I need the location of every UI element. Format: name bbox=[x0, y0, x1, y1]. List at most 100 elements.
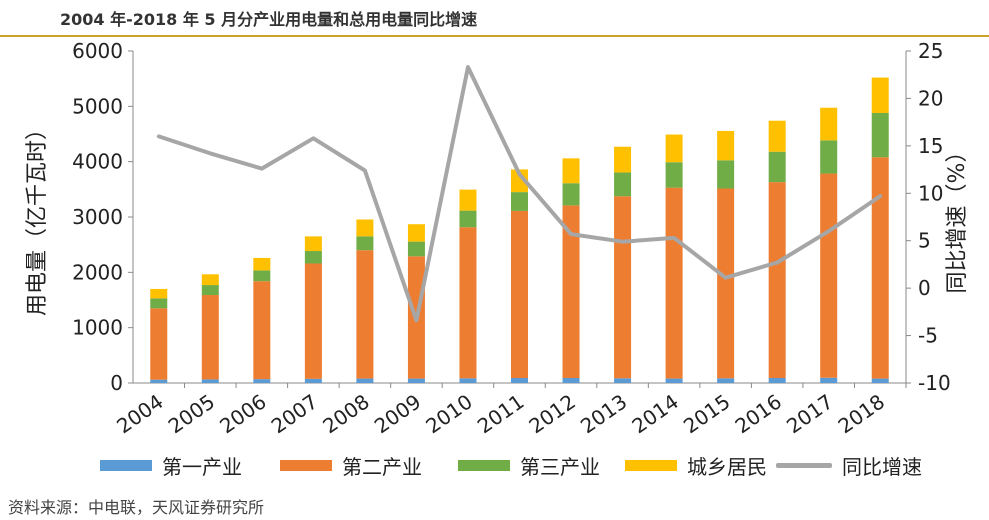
growth-point bbox=[827, 229, 831, 233]
x-tick-label: 2010 bbox=[421, 389, 476, 438]
growth-point bbox=[260, 167, 264, 171]
y-tick-label: 0 bbox=[110, 371, 123, 395]
growth-point bbox=[311, 136, 315, 140]
growth-point bbox=[878, 194, 882, 198]
legend-label-primary: 第一产业 bbox=[162, 454, 242, 479]
bar-residential bbox=[253, 257, 271, 271]
bar-residential bbox=[614, 146, 632, 173]
x-tick-label: 2008 bbox=[318, 389, 373, 438]
legend-label-secondary: 第二产业 bbox=[342, 454, 422, 479]
x-tick-label: 2011 bbox=[473, 389, 528, 438]
bar-primary bbox=[304, 378, 322, 383]
bar-residential bbox=[871, 77, 889, 113]
bar-primary bbox=[665, 378, 683, 383]
bar-primary bbox=[717, 378, 735, 383]
legend-swatch-residential bbox=[625, 459, 677, 471]
bar-secondary bbox=[304, 263, 322, 379]
bar-tertiary bbox=[407, 241, 425, 257]
bar-tertiary bbox=[717, 160, 735, 189]
legend-label-tertiary: 第三产业 bbox=[520, 454, 600, 479]
bar-primary bbox=[768, 378, 786, 383]
y-tick-label: 5000 bbox=[72, 94, 123, 118]
bar-tertiary bbox=[511, 192, 528, 211]
bar-residential bbox=[459, 189, 477, 211]
growth-point bbox=[414, 318, 418, 322]
legend-label-residential: 城乡居民 bbox=[687, 454, 767, 479]
x-tick-label: 2018 bbox=[834, 389, 889, 438]
y2-tick-label: 5 bbox=[918, 229, 931, 253]
bar-secondary bbox=[871, 157, 889, 379]
growth-point bbox=[208, 151, 212, 155]
bar-primary bbox=[150, 379, 168, 383]
chart-title: 2004 年-2018 年 5 月分产业用电量和总用电量同比增速 bbox=[60, 10, 478, 29]
bar-residential bbox=[150, 288, 168, 299]
y-tick-label: 6000 bbox=[72, 39, 123, 63]
bar-primary bbox=[871, 378, 889, 383]
y2-tick-label: 10 bbox=[918, 181, 943, 205]
x-tick-label: 2014 bbox=[628, 389, 683, 438]
bar-tertiary bbox=[562, 183, 580, 206]
bar-residential bbox=[201, 274, 219, 286]
bar-primary bbox=[459, 378, 477, 383]
legend-line-growth bbox=[776, 462, 832, 468]
bar-tertiary bbox=[768, 151, 786, 183]
y2-tick-label: 25 bbox=[918, 39, 943, 63]
bar-residential bbox=[820, 107, 838, 141]
bar-residential bbox=[304, 236, 322, 252]
bar-tertiary bbox=[201, 285, 219, 296]
bar-residential bbox=[665, 134, 683, 163]
legend-item-primary: 第一产业 bbox=[100, 450, 242, 480]
bar-tertiary bbox=[871, 112, 889, 158]
x-tick-label: 2017 bbox=[782, 389, 837, 438]
legend-item-growth: 同比增速 bbox=[776, 450, 922, 480]
bar-tertiary bbox=[614, 172, 632, 197]
bar-primary bbox=[820, 377, 838, 383]
bar-primary bbox=[614, 378, 632, 383]
x-tick-label: 2015 bbox=[679, 389, 734, 438]
x-tick-label: 2016 bbox=[731, 389, 786, 438]
bar-secondary bbox=[820, 173, 838, 378]
bar-secondary bbox=[253, 281, 271, 380]
growth-point bbox=[518, 172, 521, 176]
bar-residential bbox=[717, 130, 735, 161]
bar-tertiary bbox=[356, 236, 374, 251]
growth-point bbox=[363, 169, 367, 173]
bar-primary bbox=[201, 379, 219, 383]
growth-point bbox=[672, 236, 676, 240]
bar-primary bbox=[253, 379, 271, 383]
bar-primary bbox=[562, 378, 580, 383]
bar-residential bbox=[407, 224, 425, 242]
bar-secondary bbox=[150, 308, 168, 380]
bar-secondary bbox=[614, 196, 632, 379]
legend: 第一产业 第二产业 第三产业 城乡居民 同比增速 bbox=[0, 450, 989, 480]
chart: 0 1000 2000 3000 4000 5000 6000 -10 -5 0 5 10 15 20 25… bbox=[25, 39, 970, 438]
bar-secondary bbox=[356, 250, 374, 379]
y-tick-label: 1000 bbox=[72, 316, 123, 340]
bar-residential bbox=[356, 219, 374, 237]
y-tick-label: 3000 bbox=[72, 205, 123, 229]
bar-secondary bbox=[562, 205, 580, 379]
y-tick-label: 4000 bbox=[72, 150, 123, 174]
growth-point bbox=[569, 232, 573, 236]
y2-tick-label: -5 bbox=[918, 324, 938, 348]
growth-point bbox=[157, 134, 161, 138]
bar-tertiary bbox=[253, 270, 271, 282]
legend-swatch-tertiary bbox=[458, 459, 510, 471]
bar-residential bbox=[511, 169, 528, 193]
x-tick-label: 2009 bbox=[370, 389, 425, 438]
bar-secondary bbox=[768, 182, 786, 379]
x-tick-label: 2007 bbox=[267, 389, 322, 438]
bar-primary bbox=[356, 378, 374, 383]
y2-tick-label: -10 bbox=[918, 371, 951, 395]
growth-point bbox=[775, 261, 779, 265]
bar-residential bbox=[768, 120, 786, 152]
bar-secondary bbox=[459, 227, 477, 379]
y2-tick-label: 20 bbox=[918, 86, 943, 110]
bar-tertiary bbox=[459, 210, 477, 228]
bar-secondary bbox=[201, 295, 219, 380]
growth-point bbox=[466, 65, 470, 69]
bar-primary bbox=[511, 378, 528, 383]
x-tick-label: 2013 bbox=[576, 389, 631, 438]
bar-tertiary bbox=[820, 140, 838, 174]
legend-swatch-secondary bbox=[280, 459, 332, 471]
